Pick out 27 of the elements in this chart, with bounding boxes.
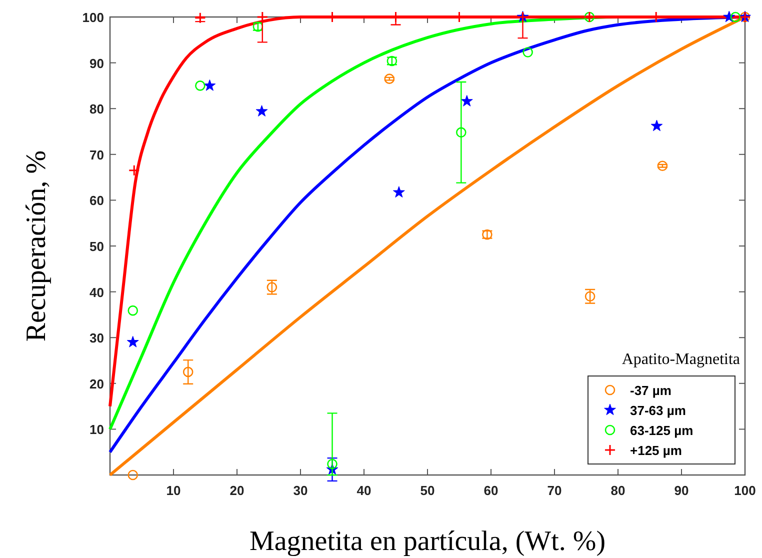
legend-label: +125 µm: [630, 443, 682, 458]
y-tick-label: 60: [90, 193, 104, 208]
x-tick-label: 100: [734, 483, 756, 498]
x-axis-title: Magnetita en partícula, (Wt. %): [249, 526, 606, 557]
y-tick-label: 30: [90, 330, 104, 346]
y-tick-label: 90: [90, 56, 104, 71]
legend-label: 63-125 µm: [630, 423, 694, 438]
legend-label: 37-63 µm: [630, 403, 686, 418]
y-tick-label: 70: [90, 147, 104, 162]
legend-title: Apatito-Magnetita: [622, 351, 740, 368]
x-tick-label: 20: [230, 483, 244, 498]
x-tick-label: 70: [547, 483, 562, 498]
y-tick-label: 40: [90, 284, 104, 300]
x-tick-label: 80: [610, 483, 626, 498]
y-tick-label: 20: [90, 376, 104, 392]
y-tick-label: 10: [90, 422, 104, 438]
y-tick-label: 100: [82, 10, 104, 25]
x-tick-label: 50: [420, 483, 435, 498]
x-tick-label: 10: [166, 483, 181, 498]
legend-label: -37 µm: [630, 383, 672, 398]
x-tick-label: 90: [674, 483, 689, 498]
y-tick-label: 80: [90, 102, 104, 117]
x-tick-label: 30: [293, 483, 308, 498]
x-tick-label: 40: [356, 483, 372, 498]
x-tick-label: 60: [484, 483, 498, 498]
y-tick-label: 50: [90, 239, 104, 254]
y-axis-title: Recuperación, %: [21, 150, 52, 342]
